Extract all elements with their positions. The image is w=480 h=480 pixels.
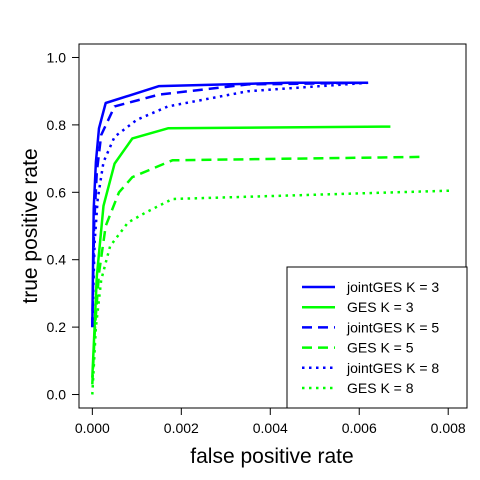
x-axis-title: false positive rate xyxy=(190,445,353,468)
series-line-jointges-k-5 xyxy=(91,81,369,328)
x-tick-label: 0.004 xyxy=(253,420,288,436)
legend-label: jointGES K = 3 xyxy=(346,279,439,295)
x-tick-label: 0.008 xyxy=(431,420,466,436)
plot-frame xyxy=(78,43,467,409)
legend-label: GES K = 8 xyxy=(347,380,414,396)
y-tick-label: 0.4 xyxy=(47,252,67,268)
y-tick-label: 1.0 xyxy=(47,49,67,65)
series-line-ges-k-5 xyxy=(91,155,422,385)
y-axis-title: true positive rate xyxy=(19,148,42,303)
x-tick-label: 0.000 xyxy=(75,420,110,436)
legend-box xyxy=(286,266,468,409)
series-lines xyxy=(91,81,453,395)
series-line-jointges-k-3 xyxy=(91,81,369,328)
y-tick-label: 0.2 xyxy=(47,319,67,335)
legend: jointGES K = 3 GES K = 3 jointGES K = 5 GES… xyxy=(286,266,468,409)
y-tick-label: 0.0 xyxy=(47,387,67,403)
series-line-jointges-k-8 xyxy=(91,81,369,328)
x-tick-label: 0.006 xyxy=(342,420,377,436)
series-line-ges-k-8 xyxy=(91,189,453,395)
axis-ticks: 0.000 0.002 0.004 0.006 0.008 0.0 0.2 0.4 0.6 0.8… xyxy=(47,49,466,436)
legend-label: jointGES K = 5 xyxy=(346,319,439,335)
legend-label: GES K = 3 xyxy=(347,299,414,315)
y-tick-label: 0.6 xyxy=(47,184,67,200)
x-tick-label: 0.002 xyxy=(164,420,199,436)
legend-label: GES K = 5 xyxy=(347,340,414,356)
legend-label: jointGES K = 8 xyxy=(346,360,439,376)
y-tick-label: 0.8 xyxy=(47,117,67,133)
